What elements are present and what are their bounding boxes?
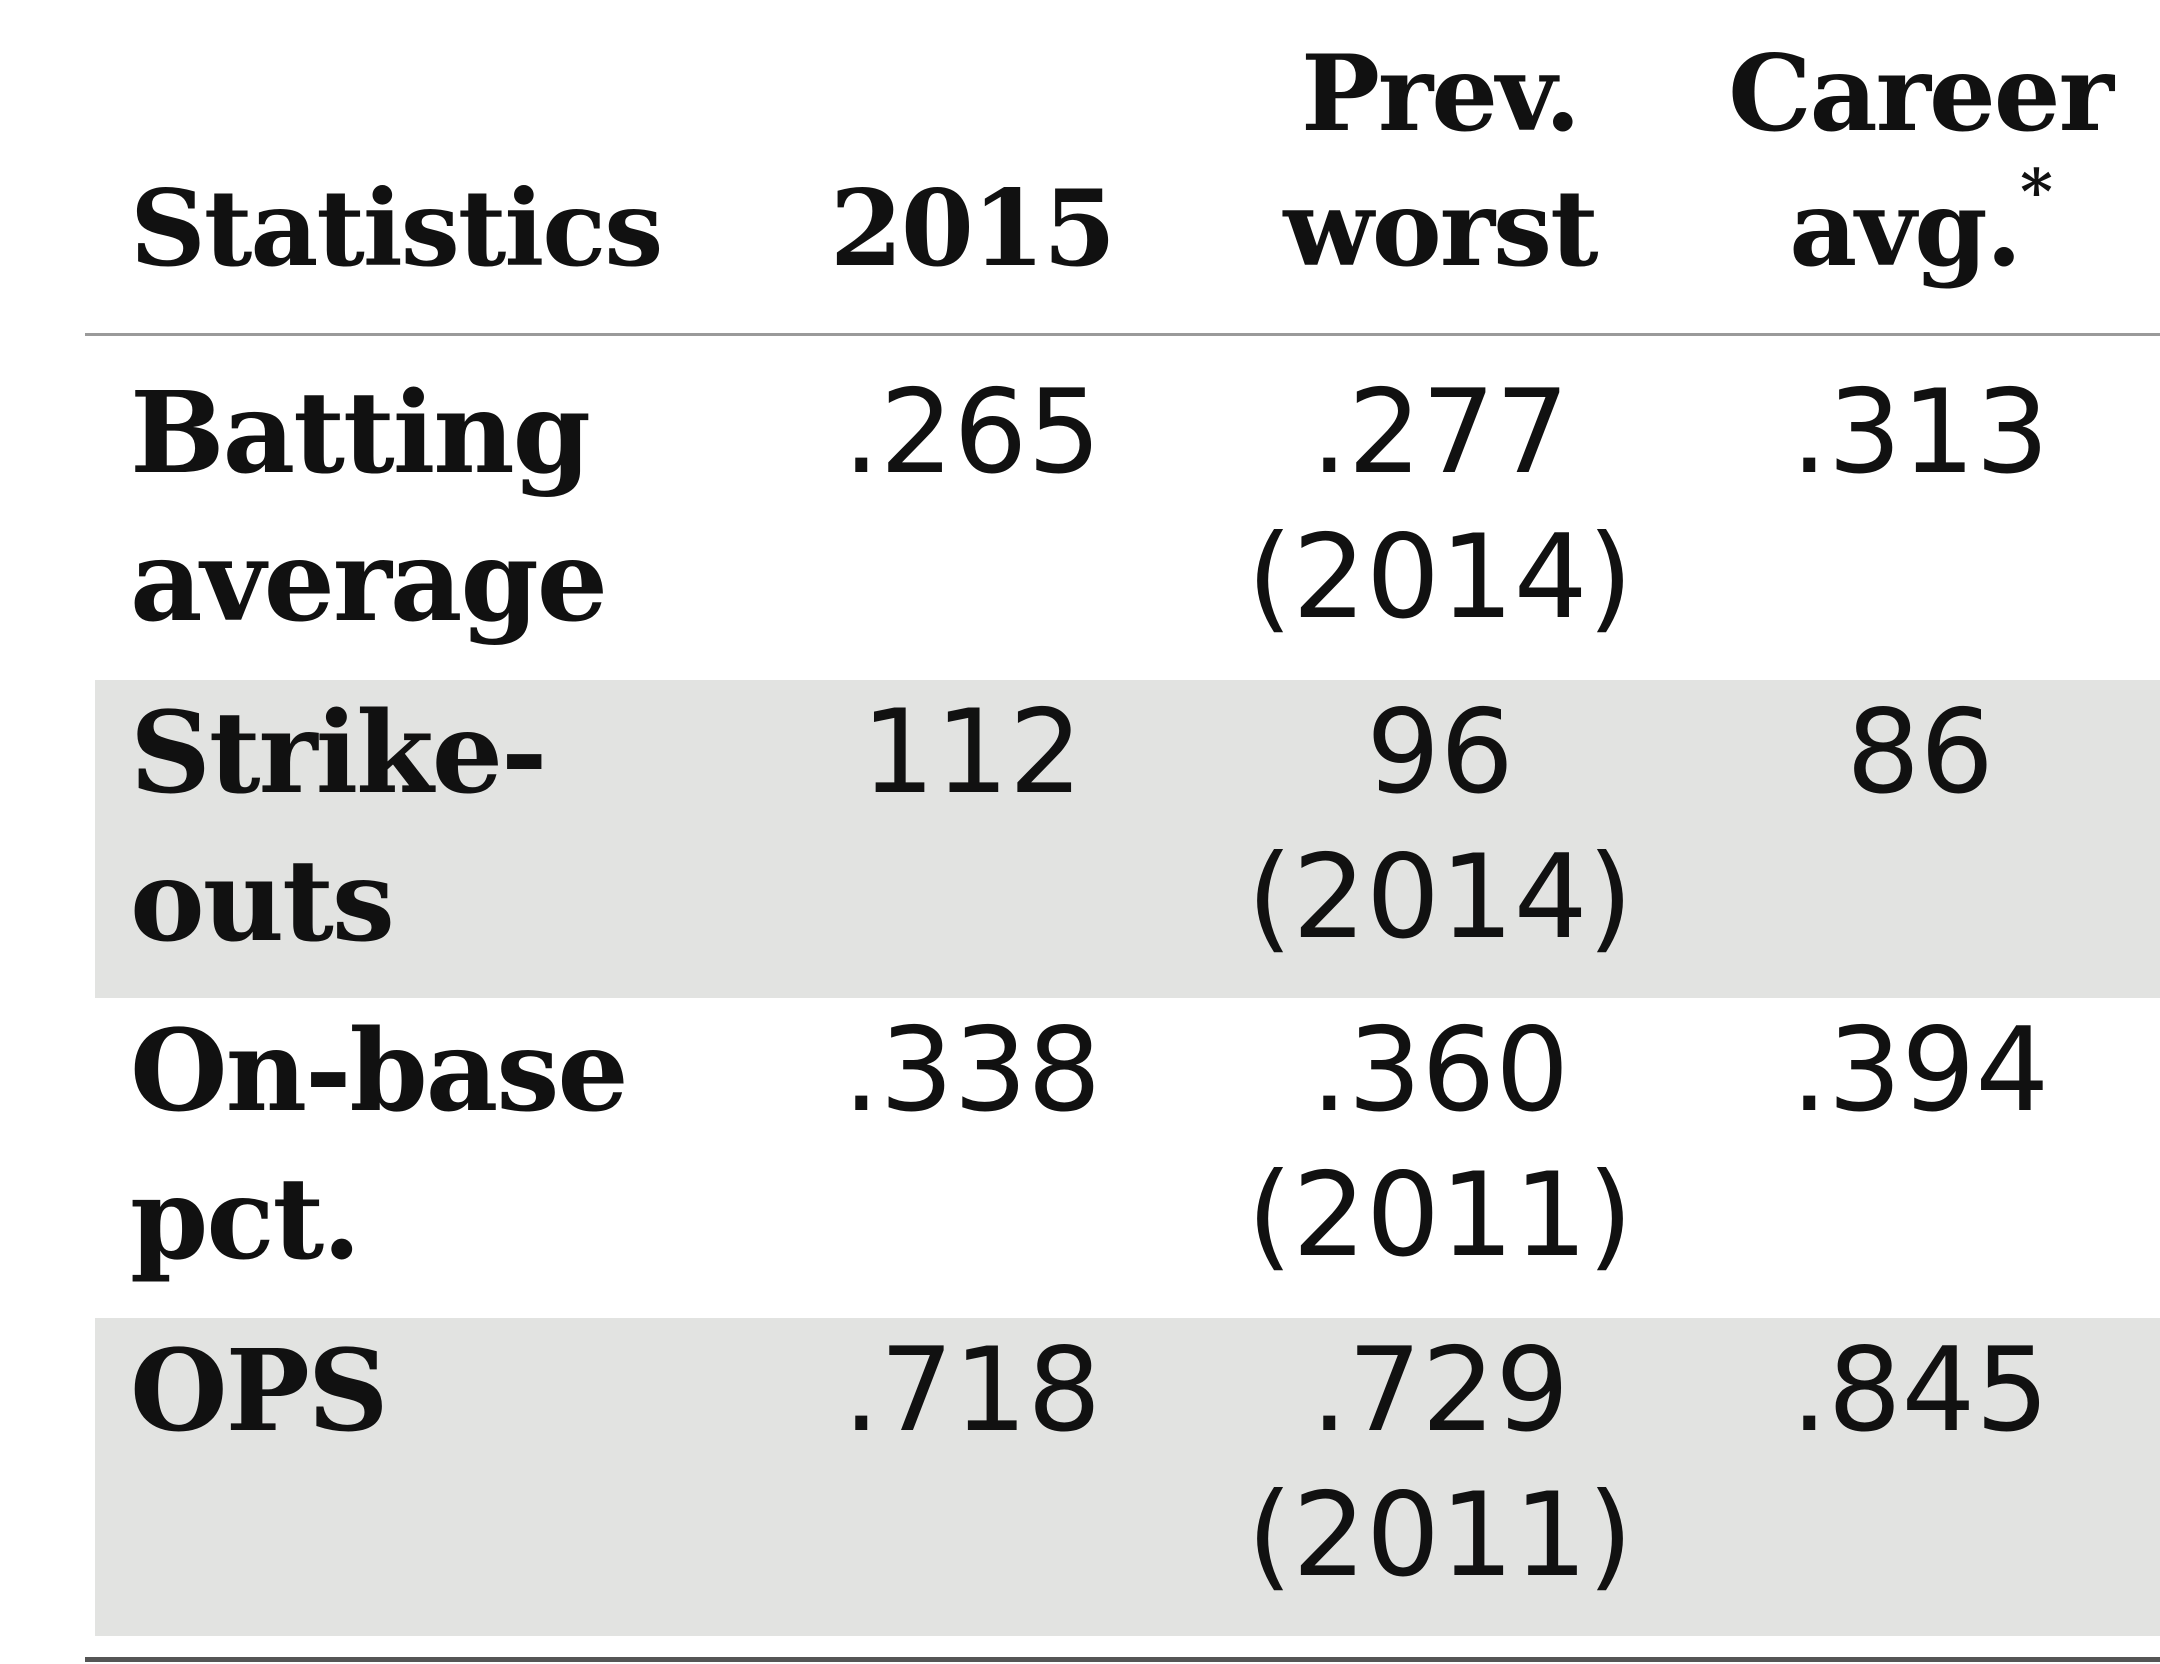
header-rule bbox=[85, 333, 2160, 336]
row-label: On-base pct. bbox=[130, 998, 629, 1294]
value-2015: .265 bbox=[842, 365, 1102, 500]
row-label-line1: Strike- bbox=[130, 688, 548, 819]
header-prev-worst: Prev. worst bbox=[1230, 26, 1650, 296]
prev-worst-value: .277 bbox=[1310, 365, 1570, 500]
header-career-line1: Career bbox=[1728, 31, 2114, 155]
header-statistics-label: Statistics bbox=[130, 166, 663, 290]
value-prev-worst: .360 (2011) bbox=[1230, 998, 1650, 1288]
prev-worst-year: (2011) bbox=[1247, 1148, 1633, 1283]
value-career-avg: .394 bbox=[1790, 1003, 2050, 1138]
row-label: Batting average bbox=[130, 360, 608, 656]
table-row: Batting average .265 .277 (2014) .313 bbox=[95, 360, 2160, 678]
prev-worst-value: .729 bbox=[1310, 1323, 1570, 1458]
row-label-line1: Batting bbox=[130, 368, 591, 499]
value-career-avg: 86 bbox=[1846, 685, 1994, 820]
row-label-line2: outs bbox=[130, 836, 395, 967]
footnote-asterisk: * bbox=[2020, 155, 2052, 228]
row-label-line2: pct. bbox=[130, 1154, 361, 1285]
header-career-avg: Career avg.* bbox=[1700, 26, 2140, 296]
prev-worst-year: (2014) bbox=[1247, 510, 1633, 645]
header-career-line2: avg.* bbox=[1700, 161, 2140, 296]
prev-worst-value: 96 bbox=[1366, 685, 1514, 820]
row-label-line2: average bbox=[130, 516, 608, 647]
row-label-line1: OPS bbox=[130, 1326, 389, 1457]
header-statistics: Statistics bbox=[130, 161, 663, 296]
value-2015: 112 bbox=[861, 685, 1083, 820]
value-2015: .718 bbox=[842, 1323, 1102, 1458]
value-career-avg: .845 bbox=[1790, 1323, 2050, 1458]
header-2015: 2015 bbox=[822, 161, 1122, 296]
table-row: OPS .718 .729 (2011) .845 bbox=[95, 1318, 2160, 1636]
table-row: Strike- outs 112 96 (2014) 86 bbox=[95, 680, 2160, 998]
row-label: OPS bbox=[130, 1318, 389, 1466]
prev-worst-year: (2011) bbox=[1247, 1468, 1633, 1603]
header-prev-line2: worst bbox=[1283, 166, 1598, 290]
value-prev-worst: 96 (2014) bbox=[1230, 680, 1650, 970]
value-prev-worst: .729 (2011) bbox=[1230, 1318, 1650, 1608]
prev-worst-year: (2014) bbox=[1247, 830, 1633, 965]
bottom-rule bbox=[85, 1657, 2160, 1662]
prev-worst-value: .360 bbox=[1310, 1003, 1570, 1138]
row-label: Strike- outs bbox=[130, 680, 548, 976]
header-2015-label: 2015 bbox=[829, 166, 1116, 290]
header-career-avg-text: avg. bbox=[1789, 166, 2022, 290]
header-prev-line1: Prev. bbox=[1300, 31, 1581, 155]
value-2015: .338 bbox=[842, 1003, 1102, 1138]
table-row: On-base pct. .338 .360 (2011) .394 bbox=[95, 998, 2160, 1316]
value-career-avg: .313 bbox=[1790, 365, 2050, 500]
row-label-line1: On-base bbox=[130, 1006, 629, 1137]
value-prev-worst: .277 (2014) bbox=[1230, 360, 1650, 650]
